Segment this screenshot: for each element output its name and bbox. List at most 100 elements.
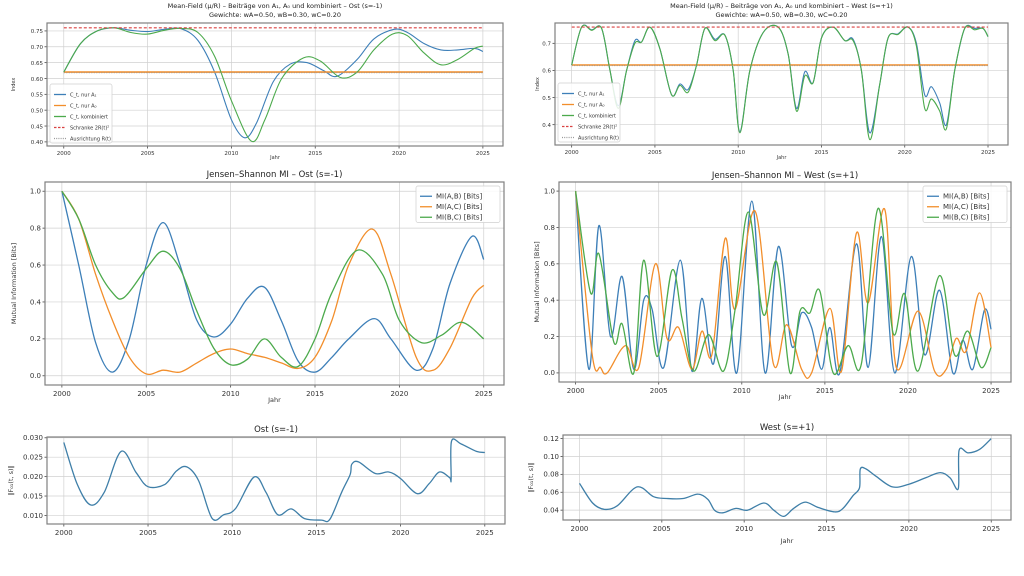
- y-tick-label: 0.0: [30, 372, 41, 380]
- x-axis-label: Jahr: [267, 396, 281, 404]
- y-tick-label: 0.5: [542, 96, 551, 102]
- y-tick-label: 0.50: [31, 108, 44, 114]
- legend-label: Schranke 2R(t)²: [70, 126, 109, 132]
- y-tick-label: 0.020: [23, 473, 43, 481]
- x-tick-label: 2025: [475, 390, 493, 398]
- y-axis-label: Index: [535, 77, 541, 91]
- y-tick-label: 0.010: [23, 512, 43, 520]
- y-axis-label: ‖F₀₁(t, s)‖: [527, 462, 535, 493]
- series-line-1: [61, 190, 485, 376]
- x-tick-label: 2020: [898, 150, 912, 156]
- x-axis-label: Jahr: [780, 537, 794, 545]
- legend-label: MI(A,C) [Bits]: [436, 203, 483, 211]
- y-tick-label: 0.04: [543, 506, 559, 514]
- series-line-0: [578, 438, 992, 518]
- y-tick-label: 0.4: [544, 296, 556, 304]
- series-line-2: [61, 190, 485, 368]
- chart-f-west: 2000 2005 2010 2015 2020 2025 0.04 0.06 0.08 0.10…: [527, 423, 1012, 545]
- legend-box: [557, 82, 621, 143]
- y-tick-label: 0.015: [23, 492, 43, 500]
- chart-mf-ost: 2000 2005 2010 2015 2020 2025 0.40 0.45 0.50 0.55…: [11, 2, 504, 161]
- y-tick-label: 0.2: [30, 335, 41, 343]
- chart-title: Jensen–Shannon MI – West (s=+1): [711, 171, 858, 181]
- y-tick-label: 0.2: [544, 333, 555, 341]
- series-line-2: [63, 27, 484, 143]
- y-axis-label: Mutual Information [Bits]: [10, 243, 18, 324]
- x-tick-label: 2015: [816, 387, 834, 395]
- chart-f-ost: 2000 2005 2010 2015 2020 2025 0.010 0.015 0.020 0…: [7, 425, 506, 537]
- chart-js-west: 2000 2005 2010 2015 2020 2025 0.0 0.2 0.4 0.6 0.8 1…: [533, 171, 1012, 401]
- y-tick-label: 0.6: [30, 261, 42, 269]
- chart-mf-west: 2000 2005 2010 2015 2020 2025 0.4 0.5 0.6 0.7 Mean…: [535, 2, 1009, 161]
- y-tick-label: 0.55: [31, 93, 44, 99]
- x-tick-label: 2020: [899, 387, 917, 395]
- x-tick-label: 2025: [982, 387, 1000, 395]
- x-axis-label: Jahr: [269, 155, 281, 161]
- x-tick-label: 2005: [648, 150, 662, 156]
- y-tick-label: 0.65: [31, 61, 44, 67]
- y-tick-label: 0.60: [31, 77, 44, 83]
- legend-box: [415, 185, 501, 223]
- axes-frame: [554, 22, 1009, 146]
- series-line-0: [63, 438, 485, 523]
- legend-label: MI(A,C) [Bits]: [943, 203, 990, 211]
- plot-area: [563, 435, 1011, 520]
- legend: C_t, nur A₁ C_t, nur A₀ C_t, kombiniert Sch…: [49, 83, 113, 144]
- y-tick-label: 1.0: [30, 188, 41, 196]
- x-tick-label: 2000: [55, 529, 73, 537]
- x-tick-label: 2005: [650, 387, 668, 395]
- y-tick-label: 0.75: [31, 29, 44, 35]
- chart-title: West (s=+1): [760, 423, 814, 433]
- series-group: [63, 27, 484, 143]
- legend-label: Schranke 2R(t)²: [578, 125, 617, 131]
- legend: C_t, nur A₁ C_t, nur A₀ C_t, kombiniert Sch…: [557, 82, 621, 143]
- legend-box: [49, 83, 113, 144]
- x-axis-label: Jahr: [778, 393, 792, 401]
- x-tick-label: 2000: [565, 150, 579, 156]
- axes-frame: [46, 436, 506, 525]
- y-tick-label: 0.4: [30, 298, 42, 306]
- x-tick-label: 2020: [392, 529, 410, 537]
- y-tick-label: 0.8: [30, 224, 41, 232]
- series-line-0: [63, 27, 484, 139]
- x-tick-label: 2005: [653, 525, 671, 533]
- axes-frame: [558, 181, 1012, 383]
- series-line-2: [571, 24, 989, 141]
- legend-label: MI(A,B) [Bits]: [943, 192, 989, 200]
- legend-label: C_t, nur A₁: [578, 92, 605, 98]
- x-tick-label: 2015: [818, 525, 836, 533]
- series-group: [578, 438, 992, 518]
- legend-label: C_t, kombiniert: [578, 114, 616, 120]
- x-tick-label: 2010: [222, 390, 240, 398]
- x-tick-label: 2015: [814, 150, 828, 156]
- chart-title: Ost (s=-1): [254, 425, 298, 435]
- y-tick-label: 1.0: [544, 187, 555, 195]
- chart-subtitle: Gewichte: wA=0.50, wB=0.30, wC=0.20: [209, 11, 341, 19]
- y-tick-label: 0.08: [543, 471, 559, 479]
- legend-label: C_t, nur A₀: [70, 104, 97, 110]
- series-group: [571, 24, 989, 141]
- x-tick-label: 2025: [476, 529, 494, 537]
- plot-area: [47, 437, 505, 524]
- series-group: [63, 438, 485, 523]
- y-tick-label: 0.70: [31, 45, 44, 51]
- x-tick-label: 2000: [53, 390, 71, 398]
- y-axis-label: Index: [11, 78, 17, 92]
- x-tick-label: 2000: [567, 387, 585, 395]
- x-tick-label: 2025: [476, 151, 490, 157]
- x-tick-label: 2000: [57, 151, 71, 157]
- series-line-0: [574, 191, 992, 376]
- x-tick-label: 2020: [900, 525, 918, 533]
- y-tick-label: 0.6: [544, 260, 556, 268]
- x-tick-label: 2010: [733, 387, 751, 395]
- y-tick-label: 0.7: [542, 42, 551, 48]
- x-tick-label: 2005: [139, 529, 157, 537]
- x-tick-label: 2010: [735, 525, 753, 533]
- legend-label: C_t, kombiniert: [70, 115, 108, 121]
- y-tick-label: 0.4: [542, 123, 551, 129]
- y-tick-label: 0.40: [31, 140, 44, 146]
- chart-title: Mean-Field (µ/R) – Beiträge von A₁, A₀ u…: [670, 2, 893, 10]
- x-tick-label: 2015: [307, 529, 325, 537]
- y-tick-label: 0.10: [543, 453, 559, 461]
- y-tick-label: 0.45: [31, 124, 44, 130]
